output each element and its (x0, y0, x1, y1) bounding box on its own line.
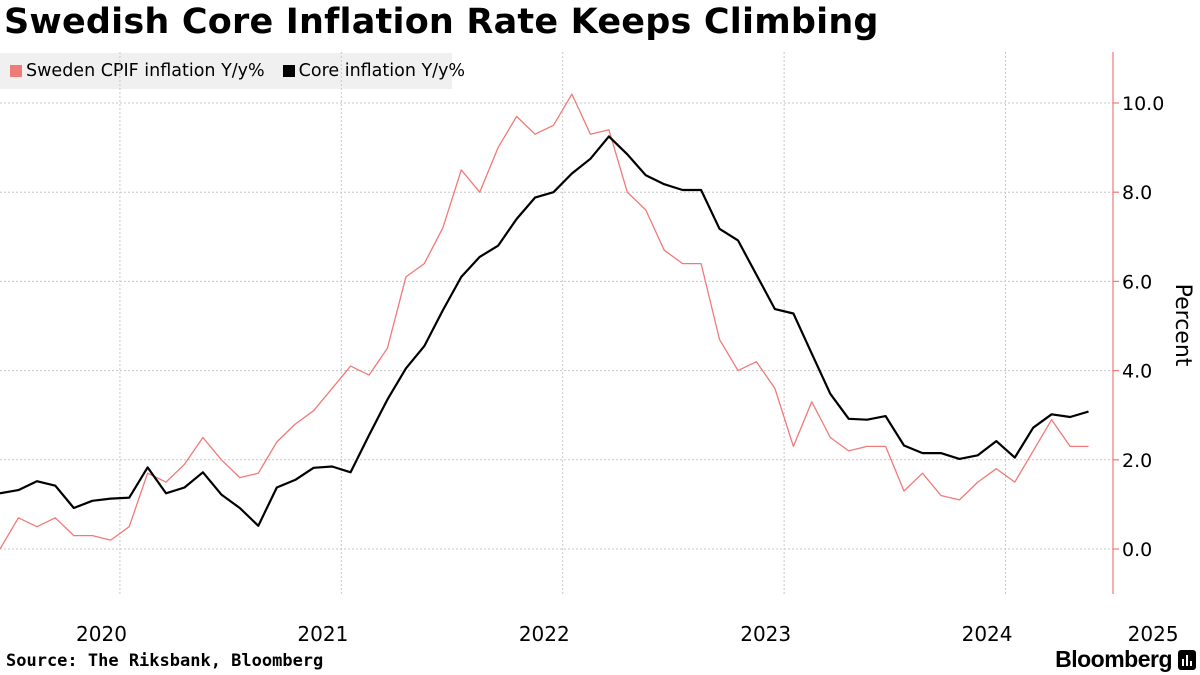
legend-label-cpif: Sweden CPIF inflation Y/y% (26, 61, 265, 81)
legend-item-core: Core inflation Y/y% (282, 61, 466, 81)
y-tick-label-5: 10.0 (1122, 93, 1164, 115)
legend-label-core: Core inflation Y/y% (298, 61, 466, 81)
x-tick-label-2022: 2022 (519, 622, 570, 646)
y-tick-label-2: 4.0 (1122, 361, 1152, 383)
y-axis: 0.0 2.0 4.0 6.0 8.0 10.0 (1112, 52, 1164, 594)
y-tick-label-0: 0.0 (1122, 539, 1152, 561)
series-line-core (0, 135, 1089, 527)
x-axis: 2020 2021 2022 2023 2024 2025 (76, 622, 1179, 646)
grid-layer (0, 52, 1113, 594)
x-tick-label-2020: 2020 (76, 622, 127, 646)
series-layer (0, 93, 1089, 550)
x-tick-label-2025: 2025 (1128, 622, 1179, 646)
legend-item-cpif: Sweden CPIF inflation Y/y% (10, 61, 265, 81)
y-tick-label-4: 8.0 (1122, 182, 1152, 204)
chart-title: Swedish Core Inflation Rate Keeps Climbi… (4, 2, 879, 42)
y-tick-label-3: 6.0 (1122, 271, 1152, 293)
bloomberg-terminal-icon (1178, 650, 1196, 670)
source-note: Source: The Riksbank, Bloomberg (6, 651, 324, 671)
series-line-cpif (0, 93, 1089, 550)
legend-swatch-core (282, 65, 295, 77)
x-tick-label-2021: 2021 (297, 622, 348, 646)
legend: Sweden CPIF inflation Y/y% Core inflatio… (0, 53, 465, 89)
x-tick-label-2023: 2023 (740, 622, 791, 646)
y-axis-label: Percent (1170, 284, 1195, 367)
y-tick-label-1: 2.0 (1122, 450, 1152, 472)
x-tick-label-2024: 2024 (962, 622, 1013, 646)
bloomberg-logo: Bloomberg (1055, 646, 1172, 672)
legend-swatch-cpif (10, 65, 22, 77)
